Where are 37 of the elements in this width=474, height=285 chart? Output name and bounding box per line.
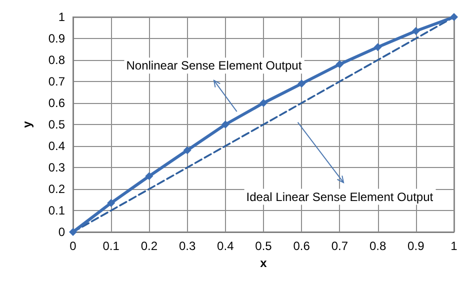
- point: [183, 146, 192, 154]
- x-axis-title: x: [260, 256, 268, 270]
- x-tick-label: 0.3: [178, 239, 196, 253]
- point: [69, 228, 77, 236]
- point: [107, 198, 116, 207]
- x-tick-label: 0.8: [369, 239, 386, 253]
- y-tick-label: 0.8: [48, 53, 66, 67]
- x-tick-label: 0: [70, 239, 77, 253]
- point: [336, 60, 344, 68]
- point: [145, 172, 154, 180]
- x-tick-label: 1: [450, 239, 458, 253]
- annotation: Ideal Linear Sense Element Output: [246, 190, 434, 204]
- point: [260, 99, 268, 107]
- y-tick-label: 0.9: [48, 32, 66, 46]
- y-tick-label: 1: [58, 10, 66, 24]
- y-tick-label: 0.6: [48, 96, 66, 110]
- y-tick-label: 0: [58, 225, 66, 239]
- point: [221, 120, 230, 128]
- y-tick-label: 0.1: [48, 204, 66, 218]
- x-tick-label: 0.2: [140, 239, 158, 253]
- y-tick-label: 0.2: [48, 182, 66, 196]
- x-tick-label: 0.1: [102, 239, 120, 253]
- y-axis-title: y: [20, 120, 34, 128]
- y-tick-label: 0.3: [48, 160, 66, 174]
- point: [374, 43, 382, 52]
- point: [450, 13, 458, 21]
- x-tick-label: 0.9: [408, 239, 425, 253]
- x-tick-label: 0.4: [217, 239, 234, 253]
- x-tick-label: 0.6: [293, 239, 310, 253]
- annotation: Nonlinear Sense Element Output: [126, 58, 302, 73]
- y-tick-label: 0.7: [48, 74, 66, 88]
- point: [412, 26, 420, 35]
- point: [298, 80, 306, 88]
- x-tick-label: 0.7: [331, 239, 348, 253]
- x-tick-label: 0.5: [255, 239, 272, 253]
- y-tick-label: 0.5: [48, 118, 66, 132]
- y-tick-label: 0.4: [48, 139, 66, 153]
